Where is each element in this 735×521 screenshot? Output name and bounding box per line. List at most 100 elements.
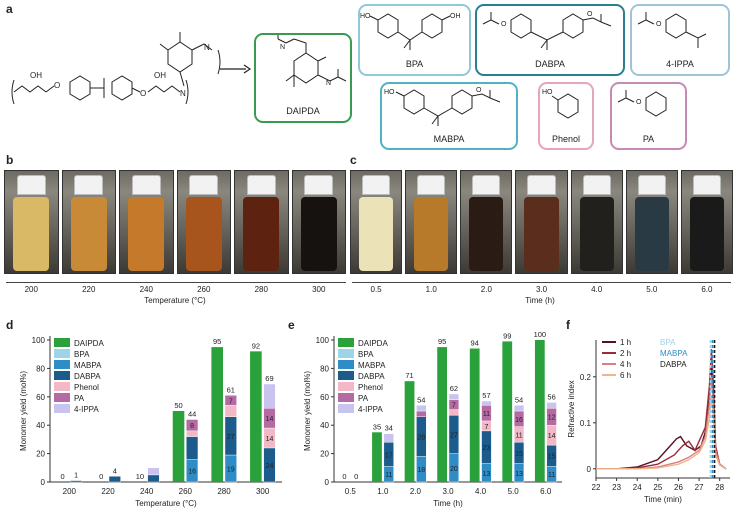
vial-liquid [469,197,504,271]
vial-cap [527,175,556,195]
daipda-structure-box: N N DAIPDA [254,33,352,123]
y-axis-title: Monomer yield (mol%) [19,371,28,451]
legend-label: DABPA [74,372,101,381]
bar-daipda [172,411,185,482]
stack-total-label: 69 [265,374,273,383]
bar-daipda [211,347,223,482]
svg-text:N: N [180,89,186,98]
bar-segment-4-ippa [448,393,459,400]
temperature-tick-label: 300 [312,285,326,294]
x-axis-title: Time (h) [433,499,463,508]
panel-d-label: d [6,318,14,332]
segment-label: 8 [190,423,194,430]
x-tick-label: 300 [256,487,270,496]
legend-swatch-dabpa [54,371,70,380]
vial-liquid [185,197,222,271]
bar-segment-4-ippa [147,467,160,476]
x-tick-label: 27 [695,483,704,492]
vial-liquid [414,197,449,271]
x-tick-label: 200 [63,487,77,496]
bar-segment-pa [416,410,427,417]
bpa-structure-box: HO OH BPA [358,4,471,76]
segment-label: 14 [266,416,274,423]
time-tick-label: 6.0 [701,285,713,294]
segment-label: 11 [483,411,490,418]
y-tick-label: 20 [320,450,329,459]
y-tick-label: 80 [320,364,329,373]
vial-liquid [359,197,394,271]
legend-swatch-mabpa [338,360,354,369]
x-tick-label: 240 [140,487,154,496]
bar-daipda-label: 10 [136,472,144,481]
segment-label: 14 [548,433,556,440]
vial-cap [246,175,276,195]
phenol-structure-box: HO Phenol [538,82,594,150]
segment-label: 12 [548,415,556,422]
legend-swatch-pa [338,393,354,402]
x-tick-label: 4.0 [475,487,487,496]
y-tick-label: 0.2 [580,373,592,382]
vial-cap [304,175,334,195]
bpa-structure: HO OH [360,13,461,50]
y-tick-label: 80 [36,364,45,373]
stack-total-label: 1 [74,471,78,480]
legend-swatch-phenol [54,382,70,391]
bar-segment-4-ippa [383,433,394,443]
vial-cap [417,175,446,195]
svg-text:O: O [140,89,146,98]
legend-swatch-4-ippa [54,404,70,413]
bar-daipda [534,340,545,482]
y-axis-title: Monomer yield (mol%) [303,371,312,451]
y-tick-label: 40 [320,421,329,430]
reference-label: BPA [660,338,676,347]
vial-liquid [128,197,165,271]
temperature-vial-photo-300 [291,170,346,274]
temperature-vial-photo-280 [234,170,289,274]
time-vial-photo-4.0 [570,170,623,274]
stack-total-label: 54 [417,395,425,404]
bar-segment-dabpa [70,480,83,483]
vial-row-time [350,170,733,274]
temperature-ticks: 200 220 240 260 280 300 [4,285,346,297]
bar-daipda-label: 94 [471,339,479,348]
svg-text:N: N [280,44,285,51]
panel-f-label: f [566,318,570,332]
vial-row-temperature [4,170,346,274]
x-tick-label: 5.0 [508,487,520,496]
dabpa-name: DABPA [535,59,565,69]
svg-text:O: O [587,11,593,18]
pa-name: PA [642,134,655,144]
legend-swatch-mabpa [54,360,70,369]
bar-segment-4-ippa [263,383,276,409]
x-tick-label: 1.0 [377,487,389,496]
time-tick-label: 0.5 [370,285,382,294]
stack-total-label: 34 [385,424,393,433]
bar-daipda-label: 50 [174,401,182,410]
bar-segment-pa [224,395,237,406]
vial-cap [637,175,666,195]
svg-text:O: O [656,21,662,28]
svg-text:O: O [636,99,642,106]
legend-swatch-daipda [54,338,70,347]
temperature-tick-label: 220 [82,285,96,294]
svg-text:O: O [476,87,482,94]
reference-label: MABPA [660,349,688,358]
x-tick-label: 3.0 [442,487,454,496]
mabpa-name: MABPA [433,134,465,144]
temperature-tick-label: 260 [197,285,211,294]
vial-cap [582,175,611,195]
stack-total-label: 4 [113,466,117,475]
bar-daipda-label: 0 [342,472,346,481]
segment-label: 19 [227,467,235,474]
panel-b-label: b [6,153,14,167]
panel-e-label: e [288,318,295,332]
bar-segment-4-ippa [546,402,557,409]
segment-label: 15 [515,451,523,458]
reaction-arrow [220,64,252,74]
svg-text:OH: OH [154,71,166,80]
time-vial-photo-1.0 [405,170,458,274]
bar-daipda [250,351,262,482]
legend-swatch-bpa [338,349,354,358]
bar-segment-phenol [224,405,237,417]
svg-text:OH: OH [30,71,42,80]
